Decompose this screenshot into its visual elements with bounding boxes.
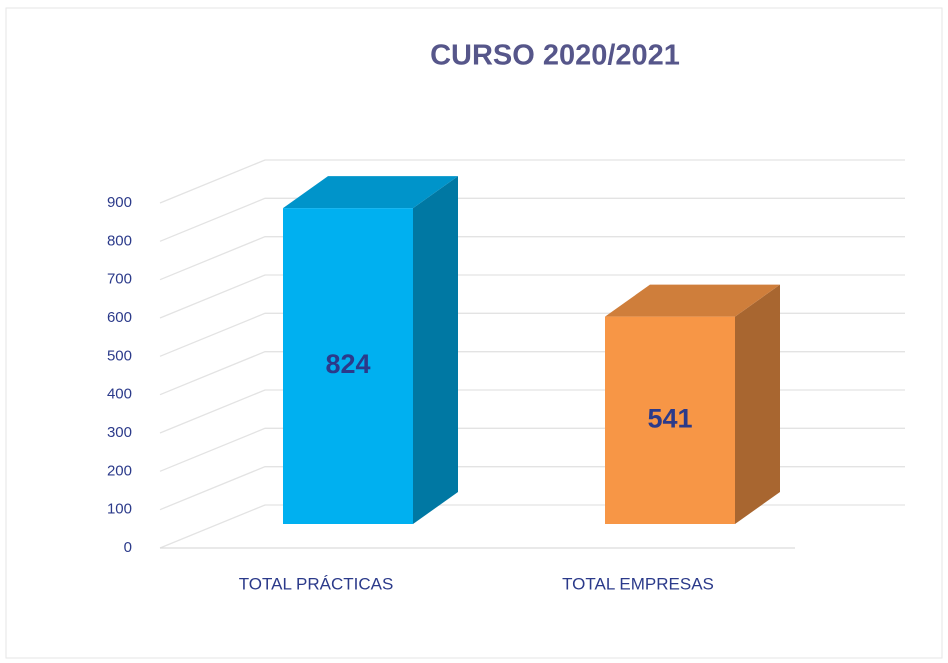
y-tick-label: 100 <box>107 501 132 518</box>
y-tick-label: 900 <box>107 194 132 211</box>
data-label: 541 <box>647 403 692 433</box>
y-tick-label: 300 <box>107 424 132 441</box>
grid-line <box>159 197 905 242</box>
bar-top <box>605 284 780 317</box>
y-tick-label: 600 <box>107 309 132 326</box>
chart-title: CURSO 2020/2021 <box>430 40 680 72</box>
bar <box>605 316 735 524</box>
y-tick-label: 700 <box>107 271 132 288</box>
chart-frame <box>5 7 943 659</box>
y-tick-label: 800 <box>107 232 132 249</box>
grid-line <box>159 236 905 281</box>
bar-side <box>413 176 458 524</box>
y-tick-label: 400 <box>107 386 132 403</box>
bar <box>283 208 413 524</box>
data-label: 824 <box>325 349 370 379</box>
x-tick-label: TOTAL EMPRESAS <box>562 574 714 593</box>
grid-line <box>159 274 905 319</box>
x-tick-label: TOTAL PRÁCTICAS <box>239 574 394 593</box>
y-tick-label: 200 <box>107 462 132 479</box>
y-tick-label: 500 <box>107 347 132 364</box>
bar-top <box>283 176 458 209</box>
grid-line <box>159 159 905 204</box>
bar-side <box>735 284 780 524</box>
y-tick-label: 0 <box>124 539 132 556</box>
